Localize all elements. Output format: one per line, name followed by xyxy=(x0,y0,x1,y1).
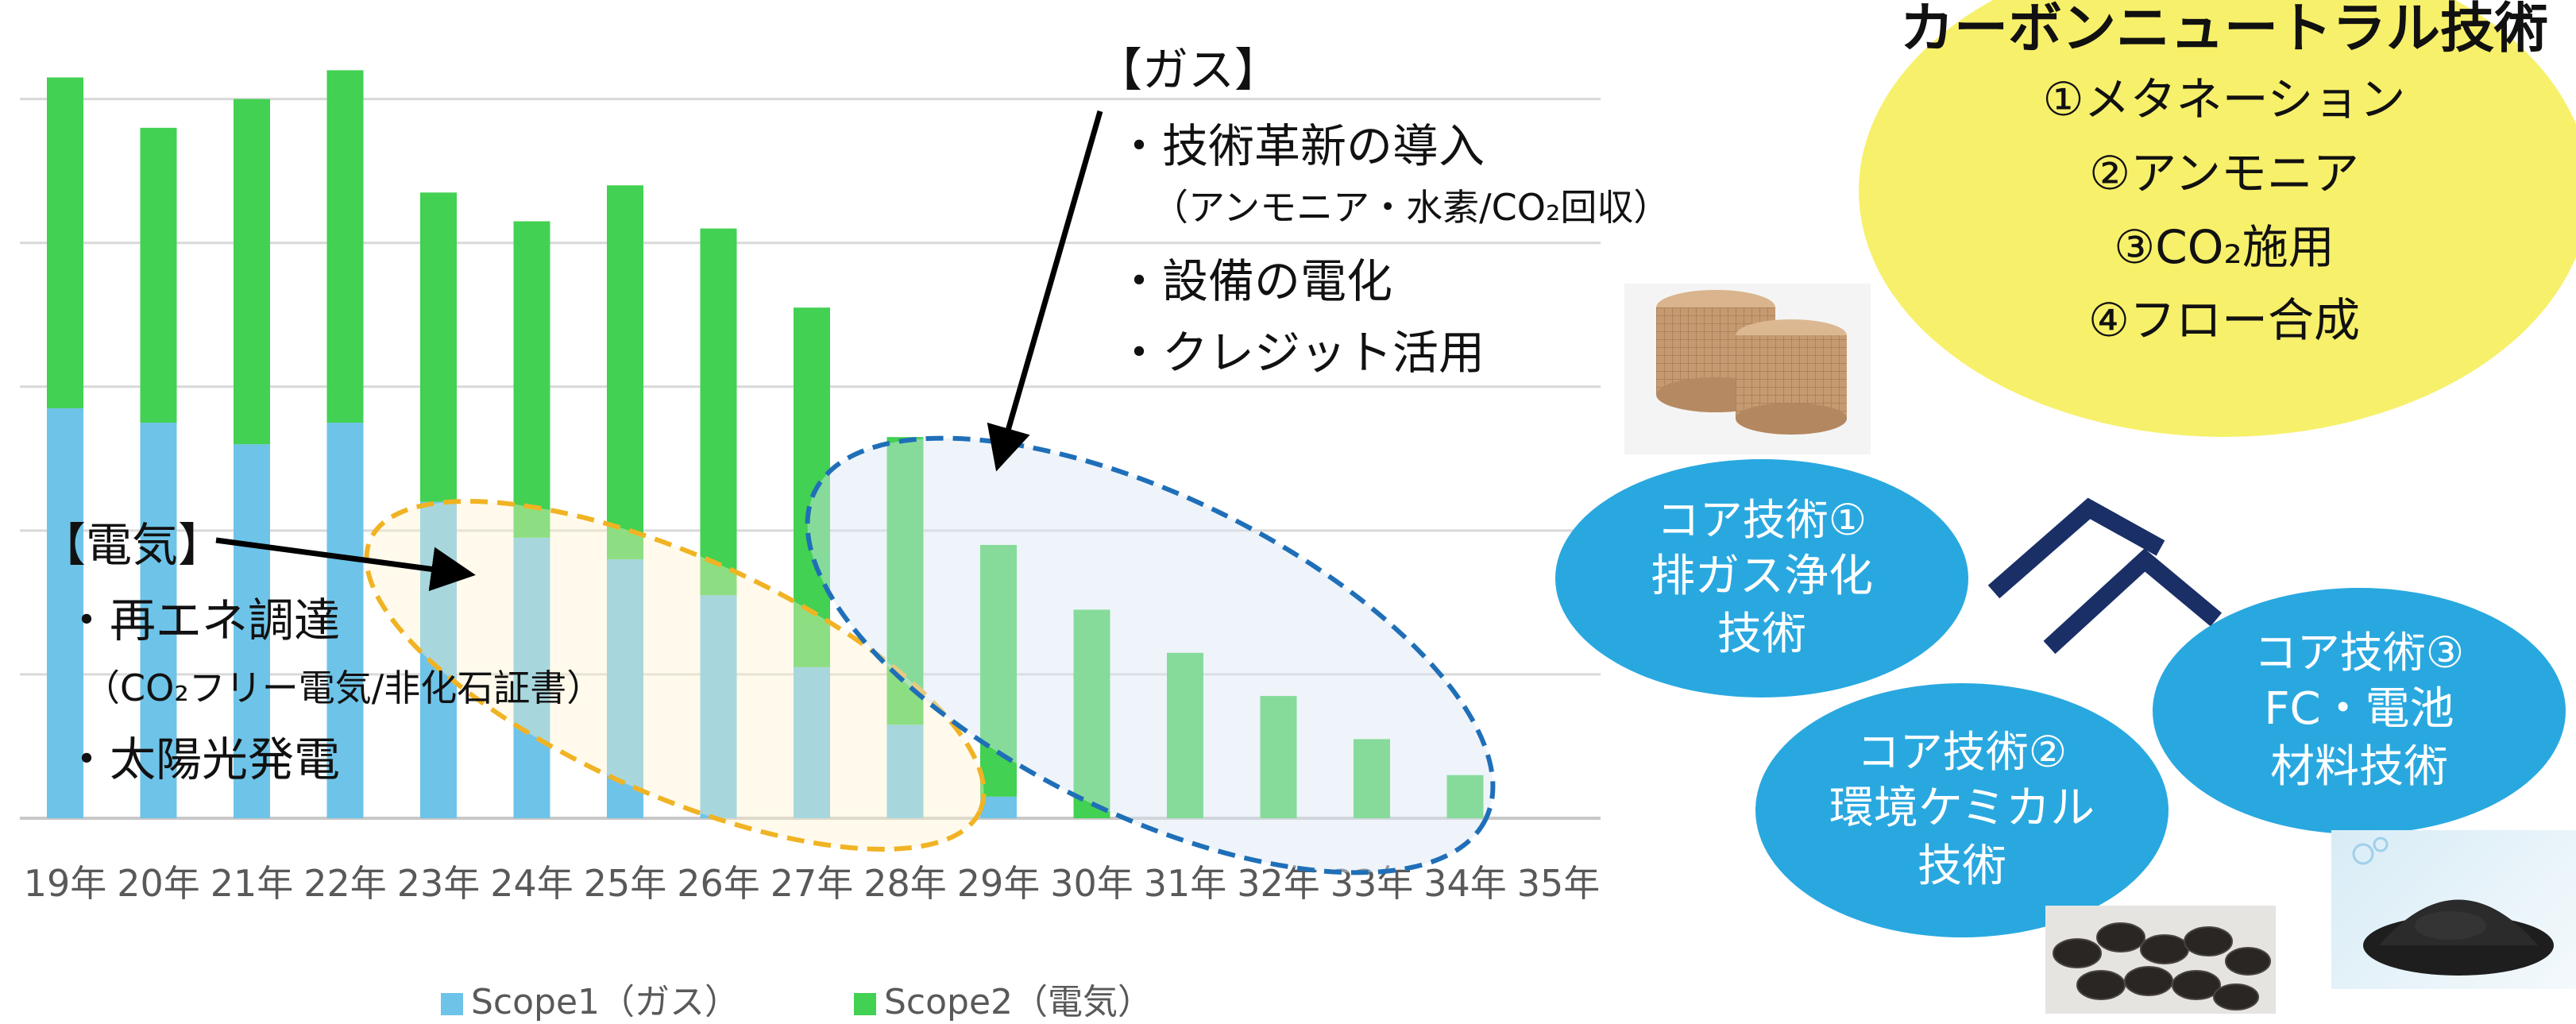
legend-label-scope2: Scope2（電気） xyxy=(884,982,1153,1022)
honeycomb-catalyst-photo xyxy=(1624,284,1871,454)
legend-swatch-scope2 xyxy=(854,993,876,1015)
legend-scope1: Scope1（ガス） xyxy=(441,973,740,1024)
x-tick-label: 19年 xyxy=(24,862,107,905)
bars xyxy=(47,70,1484,818)
x-tick-label: 22年 xyxy=(303,862,387,905)
legend-scope2: Scope2（電気） xyxy=(854,973,1153,1024)
core-tech-1-bubble: コア技術① 排ガス浄化 技術 xyxy=(1555,459,1968,697)
x-tick-label: 25年 xyxy=(584,862,667,905)
up-chevron-icon xyxy=(1987,497,2223,655)
gas-item-1: ・技術革新の導入 xyxy=(1116,119,1485,173)
bar-scope2-32年 xyxy=(1260,696,1297,818)
carbon-neutral-panel: カーボンニュートラル技術 ①メタネーション ②アンモニア ③CO₂施用 ④フロー… xyxy=(1859,0,2576,437)
core-tech-3-head: コア技術③ xyxy=(2254,628,2465,678)
carbon-neutral-title: カーボンニュートラル技術 xyxy=(1899,0,2548,60)
x-tick-label: 23年 xyxy=(397,862,481,905)
carbon-neutral-item-3: ③CO₂施用 xyxy=(2114,219,2335,274)
bar-scope1-27年 xyxy=(794,667,830,818)
bar-scope2-20年 xyxy=(140,127,177,423)
overlays xyxy=(215,110,2223,875)
bar-scope2-26年 xyxy=(700,228,737,596)
bar-scope2-24年 xyxy=(513,221,550,538)
x-tick-label: 20年 xyxy=(117,862,200,905)
bar-scope1-22年 xyxy=(326,423,364,818)
bar-scope1-26年 xyxy=(700,595,737,818)
core-tech-2-head: コア技術② xyxy=(1856,727,2068,778)
core-tech-3-line-1: FC・電池 xyxy=(2264,683,2454,736)
x-tick-label: 34年 xyxy=(1423,862,1507,905)
black-powder-photo xyxy=(2331,830,2576,989)
bar-scope2-22年 xyxy=(326,70,364,423)
core-tech-1-head: コア技術① xyxy=(1656,495,1867,546)
black-pellets-photo xyxy=(2045,906,2276,1014)
x-tick-label: 21年 xyxy=(210,862,294,905)
core-tech-2-bubble: コア技術② 環境ケミカル 技術 xyxy=(1755,683,2169,937)
x-tick-label: 33年 xyxy=(1330,862,1414,905)
gas-ellipse xyxy=(805,435,1496,875)
bar-scope2-19年 xyxy=(47,77,83,408)
core-tech-2-line-1: 環境ケミカル xyxy=(1829,782,2095,835)
bar-scope2-34年 xyxy=(1446,775,1484,818)
x-axis-ticks: 19年 20年 21年 22年 23年 24年 25年 26年 27年 28年 29年 30年 31年 3… xyxy=(24,862,1601,905)
bar-scope1-28年 xyxy=(886,725,924,818)
bar-scope2-21年 xyxy=(234,99,270,445)
core-tech-3-line-2: 材料技術 xyxy=(2270,741,2448,794)
bar-scope2-23年 xyxy=(420,192,457,502)
x-tick-label: 24年 xyxy=(490,862,574,905)
x-tick-label: 31年 xyxy=(1144,862,1227,905)
gas-arrow xyxy=(987,110,1103,472)
legend-swatch-scope1 xyxy=(441,993,463,1015)
bar-scope1-21年 xyxy=(234,444,270,818)
electric-arrow xyxy=(215,537,476,592)
electric-ellipse xyxy=(364,499,987,852)
electric-item-3: ・太陽光発電 xyxy=(64,732,341,786)
carbon-neutral-item-1: ①メタネーション xyxy=(2042,72,2406,126)
electric-annotation-title: 【電気】 xyxy=(40,518,225,572)
electric-item-1: ・再エネ調達 xyxy=(64,593,341,647)
x-tick-label: 26年 xyxy=(677,862,760,905)
carbon-neutral-item-4: ④フロー合成 xyxy=(2088,293,2360,348)
bar-scope1-19年 xyxy=(47,408,83,818)
bar-scope2-31年 xyxy=(1167,652,1203,818)
x-tick-label: 27年 xyxy=(770,862,854,905)
bar-scope1-20年 xyxy=(140,423,177,818)
core-tech-2-line-2: 技術 xyxy=(1918,840,2006,893)
bar-scope1-25年 xyxy=(607,559,643,818)
core-tech-1-line-1: 排ガス浄化 xyxy=(1651,551,1873,603)
gas-item-4: ・クレジット活用 xyxy=(1116,326,1485,380)
x-tick-label: 30年 xyxy=(1050,862,1134,905)
bar-scope2-33年 xyxy=(1354,739,1390,818)
x-tick-label: 35年 xyxy=(1517,862,1601,905)
gas-annotation-title: 【ガス】 xyxy=(1096,43,1281,97)
core-tech-3-bubble: コア技術③ FC・電池 材料技術 xyxy=(2153,588,2566,834)
bar-scope1-29年 xyxy=(980,796,1017,818)
bar-scope2-25年 xyxy=(607,185,643,560)
electric-item-2: （CO₂フリー電気/非化石証書） xyxy=(83,667,604,709)
gas-item-2: （アンモニア・水素/CO₂回収） xyxy=(1152,186,1670,229)
bar-scope2-30年 xyxy=(1073,609,1110,818)
x-tick-label: 29年 xyxy=(957,862,1041,905)
bar-scope2-27年 xyxy=(794,307,830,667)
x-tick-label: 28年 xyxy=(863,862,947,905)
legend-label-scope1: Scope1（ガス） xyxy=(471,982,740,1022)
core-tech-1-line-2: 技術 xyxy=(1717,609,1806,661)
bar-scope1-24年 xyxy=(513,537,550,818)
gas-item-3: ・設備の電化 xyxy=(1116,254,1393,308)
carbon-neutral-item-2: ②アンモニア xyxy=(2089,145,2359,200)
